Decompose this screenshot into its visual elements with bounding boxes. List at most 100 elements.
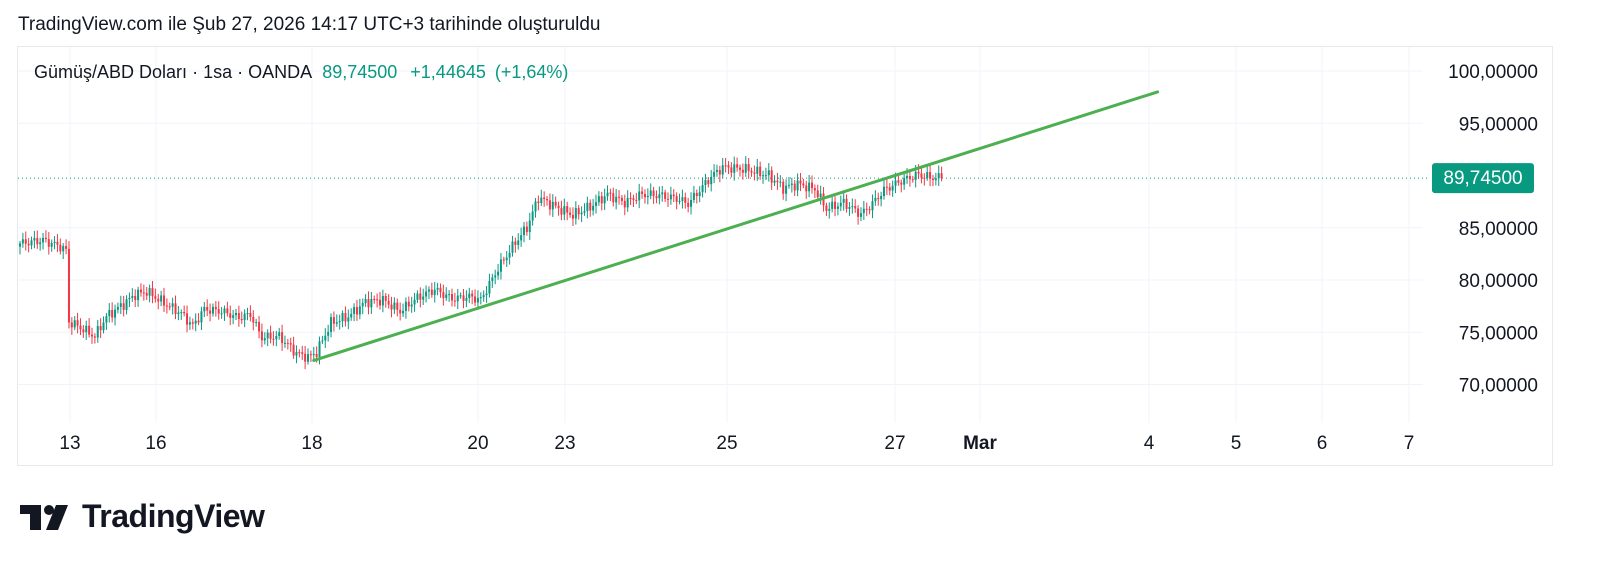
candle — [871, 194, 874, 219]
candle — [790, 177, 793, 193]
candle — [442, 284, 445, 306]
candle — [347, 309, 350, 330]
candle — [24, 231, 27, 251]
candle — [926, 164, 929, 181]
candle — [548, 193, 551, 216]
symbol-source: OANDA — [248, 62, 312, 82]
candle — [787, 177, 790, 189]
candle — [551, 194, 554, 217]
candle — [643, 189, 646, 204]
candle — [260, 323, 263, 348]
candle — [626, 190, 629, 212]
candle — [937, 165, 940, 187]
candle — [727, 161, 730, 175]
candle — [586, 196, 589, 219]
price-change-percent: (+1,64%) — [494, 62, 569, 82]
candle — [920, 168, 923, 184]
candle — [177, 306, 180, 321]
candle — [595, 194, 597, 214]
candle — [137, 286, 140, 307]
candle — [160, 290, 163, 307]
candle — [324, 328, 327, 349]
candle — [275, 330, 278, 347]
candle — [142, 284, 145, 301]
candle — [885, 179, 888, 196]
candle — [344, 306, 347, 327]
candle — [364, 294, 367, 307]
tradingview-logo[interactable]: TradingView — [20, 498, 265, 535]
x-tick-label: 18 — [301, 433, 322, 454]
candle — [520, 227, 523, 247]
candle — [767, 163, 770, 182]
candle — [560, 200, 563, 221]
candle — [571, 207, 574, 227]
candle — [327, 324, 330, 342]
candle — [525, 221, 528, 236]
candle — [183, 305, 186, 317]
candle — [269, 325, 272, 344]
candle — [188, 316, 191, 331]
candle — [825, 202, 828, 216]
candle — [632, 194, 635, 208]
candle — [842, 191, 845, 211]
candle — [903, 171, 906, 190]
y-tick-label: 70,00000 — [1459, 376, 1538, 397]
y-tick-label: 80,00000 — [1459, 271, 1538, 292]
current-price-label-text: 89,74500 — [1443, 168, 1522, 189]
candle — [474, 289, 477, 307]
candle — [721, 157, 724, 179]
candle — [883, 179, 885, 200]
candle — [272, 331, 275, 346]
candle — [736, 157, 739, 172]
candle — [301, 345, 304, 360]
candle — [828, 202, 831, 219]
candle — [888, 183, 891, 196]
candle — [779, 175, 782, 188]
candle — [151, 281, 154, 304]
candle — [710, 170, 713, 192]
candle — [563, 198, 566, 221]
candle — [635, 192, 638, 205]
candle — [479, 292, 482, 305]
candle — [292, 336, 295, 359]
candle — [134, 289, 137, 308]
candle — [157, 293, 160, 310]
candle — [816, 184, 819, 201]
candle — [404, 297, 407, 319]
candle — [641, 186, 644, 199]
candle — [70, 317, 73, 335]
candle — [402, 303, 405, 317]
candle — [485, 285, 488, 303]
candle — [764, 167, 767, 181]
candle — [808, 175, 811, 198]
candle — [21, 232, 24, 248]
candle — [491, 273, 494, 288]
candle — [747, 157, 750, 179]
candle — [422, 288, 425, 306]
x-tick-label: Mar — [963, 433, 997, 454]
candle — [42, 232, 45, 250]
price-change: +1,44645 — [410, 62, 486, 82]
candle — [27, 238, 30, 253]
candle — [695, 189, 698, 204]
candle — [900, 179, 903, 193]
candle — [661, 185, 664, 202]
candle — [718, 165, 721, 183]
candle — [36, 230, 39, 249]
candle — [209, 303, 212, 322]
candle — [756, 158, 759, 181]
candle — [102, 316, 105, 334]
candle — [638, 183, 641, 209]
last-price: 89,74500 — [322, 62, 398, 82]
candle — [488, 273, 491, 298]
candle — [448, 290, 451, 302]
candle — [168, 302, 171, 311]
y-tick-label: 85,00000 — [1459, 219, 1538, 240]
candle — [93, 333, 96, 344]
candle — [741, 163, 744, 180]
candle — [865, 202, 868, 217]
candle — [220, 306, 223, 319]
candle — [139, 283, 142, 297]
candle — [851, 198, 854, 214]
